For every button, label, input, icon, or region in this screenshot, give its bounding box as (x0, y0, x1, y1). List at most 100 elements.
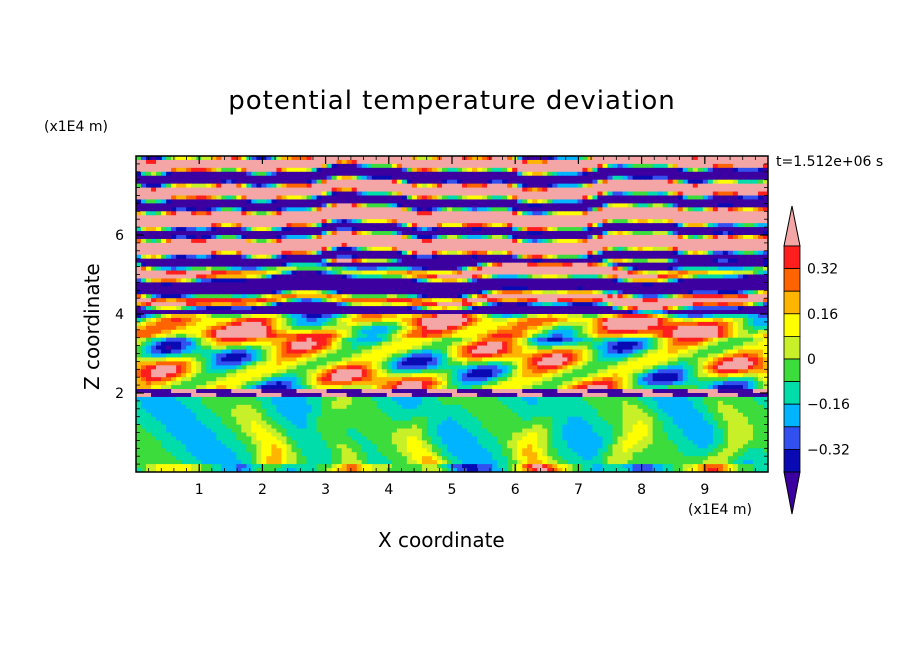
heatmap-cell (522, 219, 528, 224)
heatmap-cell (426, 203, 433, 208)
heatmap-cell (457, 187, 463, 193)
heatmap-cell (712, 199, 719, 204)
heatmap-cell (657, 223, 664, 228)
heatmap-cell (441, 223, 448, 228)
heatmap-cell (211, 199, 217, 204)
heatmap-cell (532, 242, 538, 248)
heatmap-cell (201, 219, 207, 224)
heatmap-cell (391, 235, 398, 240)
heatmap-cell (246, 203, 252, 208)
heatmap-cell (201, 163, 207, 169)
heatmap-cell (246, 179, 252, 185)
heatmap-cell (567, 298, 573, 303)
heatmap-cell (281, 282, 288, 287)
heatmap-cell (176, 159, 182, 165)
heatmap-cell (311, 286, 318, 291)
heatmap-cell (692, 215, 699, 220)
heatmap-cell (697, 278, 704, 283)
heatmap-cell (306, 215, 313, 220)
heatmap-cell (286, 215, 293, 220)
heatmap-cell (567, 274, 573, 280)
heatmap-cell (512, 278, 518, 283)
heatmap-cell (176, 156, 182, 161)
heatmap-cell (452, 159, 458, 165)
heatmap-cell (602, 191, 609, 197)
heatmap-cell (637, 262, 644, 268)
heatmap-cell (316, 191, 323, 197)
heatmap-cell (472, 223, 478, 228)
heatmap-cell (742, 274, 749, 280)
heatmap-cell (206, 310, 212, 315)
heatmap-cell (386, 156, 393, 161)
heatmap-cell (572, 302, 578, 307)
heatmap-cell (291, 163, 298, 169)
heatmap-cell (732, 266, 739, 272)
heatmap-cell (326, 203, 333, 208)
heatmap-cell (166, 298, 172, 303)
heatmap-cell (211, 231, 217, 236)
heatmap-cell (316, 179, 323, 185)
heatmap-cell (166, 215, 172, 220)
heatmap-cell (361, 274, 368, 280)
heatmap-cell (231, 250, 237, 256)
heatmap-cell (617, 266, 624, 272)
heatmap-cell (366, 163, 373, 169)
heatmap-cell (156, 231, 162, 236)
heatmap-cell (171, 215, 177, 220)
heatmap-cell (261, 286, 268, 291)
heatmap-cell (436, 286, 443, 291)
heatmap-cell (361, 187, 368, 193)
heatmap-cell (587, 250, 594, 256)
heatmap-cell (672, 254, 679, 260)
heatmap-cell (191, 278, 197, 283)
heatmap-cell (522, 227, 528, 232)
heatmap-cell (462, 219, 468, 224)
heatmap-cell (161, 175, 167, 181)
heatmap-cell (657, 270, 664, 276)
heatmap-cell (151, 167, 157, 173)
heatmap-cell (587, 156, 594, 161)
heatmap-cell (401, 246, 408, 252)
heatmap-cell (557, 302, 563, 307)
heatmap-cell (446, 306, 453, 311)
heatmap-cell (266, 163, 273, 169)
heatmap-cell (622, 199, 629, 204)
heatmap-cell (617, 215, 624, 220)
heatmap-cell (181, 306, 187, 311)
heatmap-cell (366, 211, 373, 216)
heatmap-cell (672, 238, 679, 244)
heatmap-cell (712, 238, 719, 244)
heatmap-cell (411, 306, 418, 311)
heatmap-cell (221, 227, 227, 232)
heatmap-cell (436, 215, 443, 220)
heatmap-cell (206, 278, 212, 283)
heatmap-cell (381, 294, 388, 299)
heatmap-cell (446, 274, 453, 280)
heatmap-cell (266, 159, 273, 165)
heatmap-cell (522, 242, 528, 248)
heatmap-cell (291, 235, 298, 240)
heatmap-cell (371, 223, 378, 228)
heatmap-cell (512, 195, 518, 201)
heatmap-cell (176, 187, 182, 193)
heatmap-cell (211, 223, 217, 228)
heatmap-cell (577, 219, 584, 224)
heatmap-cell (547, 195, 553, 201)
heatmap-cell (602, 167, 609, 173)
heatmap-cell (657, 187, 664, 193)
heatmap-cell (622, 246, 629, 252)
heatmap-cell (256, 235, 262, 240)
heatmap-cell (431, 262, 438, 268)
heatmap-cell (577, 298, 584, 303)
heatmap-cell (652, 254, 659, 260)
heatmap-cell (161, 231, 167, 236)
heatmap-cell (537, 199, 543, 204)
heatmap-cell (376, 246, 383, 252)
heatmap-cell (426, 294, 433, 299)
heatmap-cell (762, 159, 768, 165)
heatmap-cell (266, 242, 273, 248)
heatmap-cell (371, 242, 378, 248)
heatmap-cell (537, 211, 543, 216)
heatmap-cell (401, 167, 408, 173)
heatmap-cell (592, 278, 599, 283)
